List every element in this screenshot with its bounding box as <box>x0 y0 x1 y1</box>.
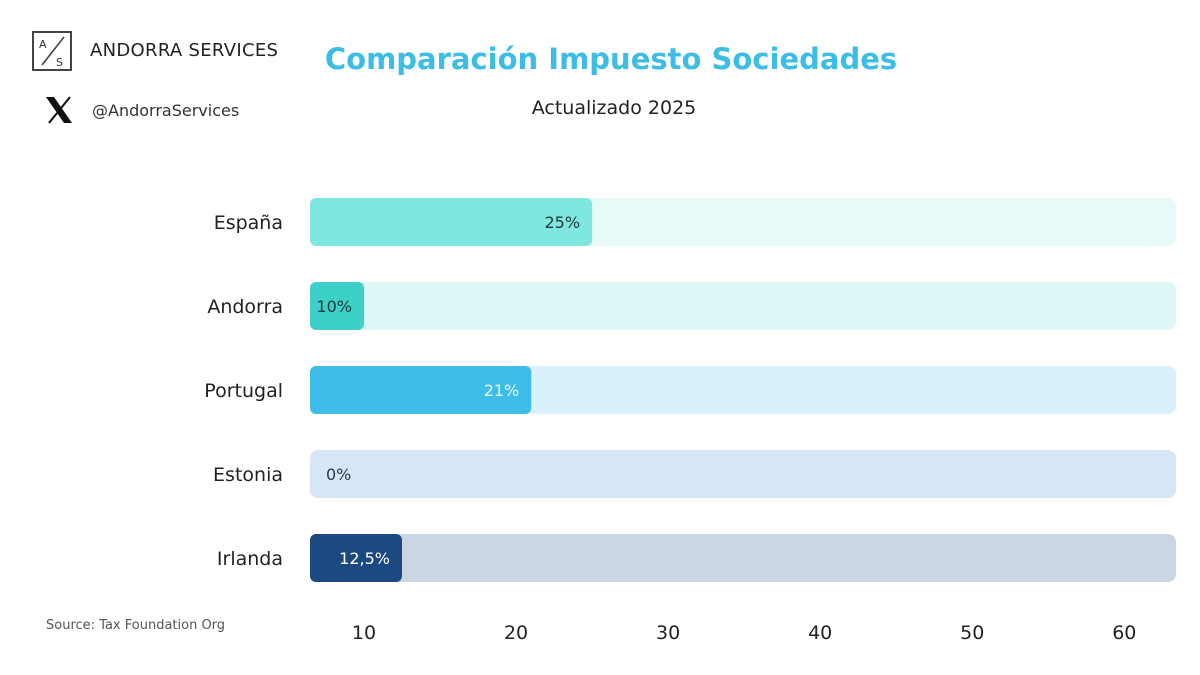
brand-name: ANDORRA SERVICES <box>90 40 279 61</box>
bar-españa <box>310 198 593 246</box>
source-note: Source: Tax Foundation Org <box>46 618 226 633</box>
chart-subtitle: Actualizado 2025 <box>531 97 697 119</box>
category-label: Portugal <box>204 380 283 402</box>
data-label: 25% <box>545 213 581 232</box>
bar-track <box>310 534 1176 582</box>
x-tick-label: 50 <box>960 622 984 644</box>
data-label: 10% <box>316 297 352 316</box>
brand-logo: A S <box>32 31 72 71</box>
data-label: 21% <box>484 381 520 400</box>
x-tick-label: 30 <box>656 622 680 644</box>
x-tick-label: 60 <box>1112 622 1136 644</box>
bar-andorra <box>310 282 364 330</box>
bar-portugal <box>310 366 532 414</box>
category-label: Estonia <box>213 464 283 486</box>
x-tick-label: 20 <box>504 622 528 644</box>
category-label: España <box>214 212 283 234</box>
category-label: Andorra <box>207 296 283 318</box>
logo-letter-a: A <box>39 38 47 51</box>
x-tick-label: 10 <box>352 622 376 644</box>
data-label: 12,5% <box>339 549 390 568</box>
bar-irlanda <box>310 534 402 582</box>
chart-title: Comparación Impuesto Sociedades <box>324 42 898 76</box>
x-logo-icon <box>46 96 72 124</box>
category-label: Irlanda <box>217 548 283 570</box>
bar-track <box>310 450 1176 498</box>
logo-letter-s: S <box>56 56 63 69</box>
bar-track <box>310 282 1176 330</box>
data-label: 0% <box>326 465 351 484</box>
social-handle: @AndorraServices <box>92 101 240 120</box>
x-tick-label: 40 <box>808 622 832 644</box>
